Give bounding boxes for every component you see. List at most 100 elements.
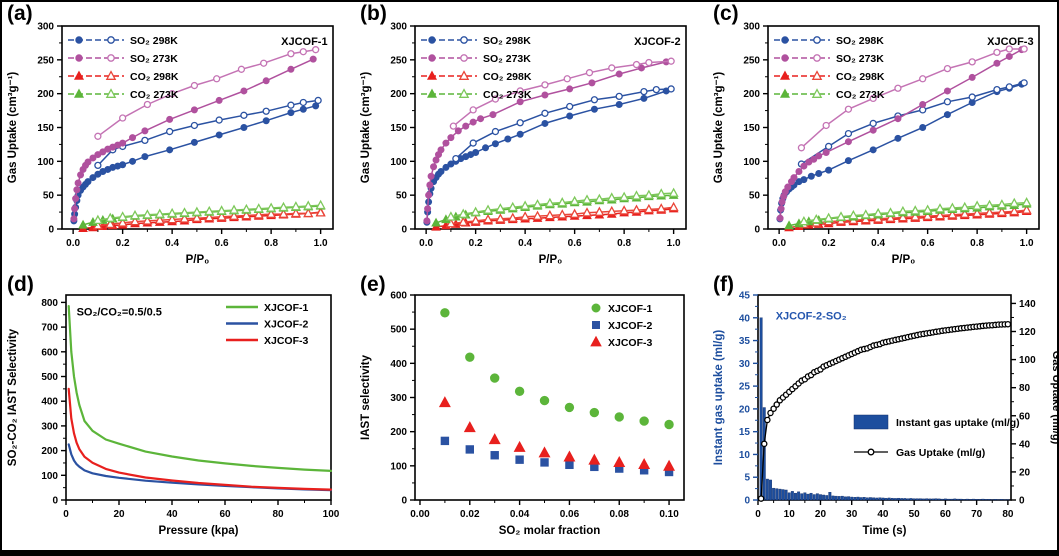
- svg-text:100: 100: [323, 509, 340, 520]
- svg-text:40: 40: [739, 313, 751, 324]
- svg-text:0.00: 0.00: [410, 509, 430, 520]
- legend: SO₂ 298K SO₂ 273K CO₂ 298K CO₂ 273K: [68, 35, 179, 101]
- svg-text:120: 120: [1019, 327, 1036, 338]
- svg-text:0: 0: [754, 225, 760, 236]
- panel-c-chart: 0.0 0.2 0.4 0.6 0.8 1.0 0 50 100 150 200 250 300 P/P₀…: [713, 22, 1040, 266]
- svg-text:1.0: 1.0: [667, 238, 681, 249]
- panel-f-chart: 0 10 20 30 40 50 60 70 80 0 5 10 15 20 25 30 35 40 45 0 20 40…: [713, 291, 1057, 538]
- svg-text:60: 60: [219, 509, 231, 520]
- svg-text:0.6: 0.6: [215, 238, 229, 249]
- series-co-273k-desorption: [798, 197, 1032, 226]
- panel-label-d: (d): [7, 273, 34, 296]
- svg-text:SO₂ 273K: SO₂ 273K: [130, 53, 178, 65]
- legend-item-so-298k: SO₂ 298K: [68, 35, 178, 47]
- series-so-298k-desorption: [797, 79, 1028, 168]
- series-so-273k-desorption: [449, 57, 675, 130]
- svg-text:Instant gas uptake (ml/g): Instant gas uptake (ml/g): [896, 417, 1020, 429]
- svg-text:60: 60: [940, 509, 952, 520]
- svg-text:100: 100: [390, 157, 407, 168]
- svg-text:250: 250: [37, 55, 54, 66]
- series-so-273k-desorption: [797, 45, 1028, 152]
- svg-text:10: 10: [739, 450, 751, 461]
- y-axis: 0 100 200 300 400 500 600: [390, 291, 415, 507]
- series-co-298k-desorption: [445, 201, 679, 228]
- annotation-xjcof-2: XJCOF-2: [634, 36, 680, 48]
- y-axis: 0 100 200 300 400 500 600 700 800: [41, 298, 66, 507]
- svg-text:100: 100: [1019, 355, 1036, 366]
- x-axis-label: P/P₀: [892, 254, 916, 266]
- svg-text:Gas Uptake (ml/g): Gas Uptake (ml/g): [896, 447, 985, 459]
- series-xjcof-3: [438, 396, 676, 471]
- svg-text:XJCOF-3: XJCOF-3: [264, 335, 309, 347]
- svg-text:20: 20: [739, 404, 751, 415]
- panel-c: (c) 0.0 0.2 0.4 0.6 0.8 1.0 0 50 100 150 200 250 300…: [708, 2, 1057, 273]
- svg-text:0.6: 0.6: [568, 238, 582, 249]
- svg-text:0.2: 0.2: [469, 238, 483, 249]
- legend: SO₂ 298K SO₂ 273K CO₂ 298K CO₂ 273K: [421, 35, 532, 101]
- y-axis: 0 50 100 150 200 250 300: [743, 22, 768, 236]
- svg-text:50: 50: [909, 509, 921, 520]
- svg-text:0.2: 0.2: [822, 238, 836, 249]
- svg-text:300: 300: [390, 22, 407, 33]
- x-axis: 0.0 0.2 0.4 0.6 0.8 1.0: [66, 229, 328, 249]
- legend-item-co-273k: CO₂ 273K: [421, 88, 532, 101]
- svg-text:15: 15: [739, 427, 751, 438]
- x-axis-label: Pressure (kpa): [159, 525, 239, 537]
- svg-text:XJCOF-2: XJCOF-2: [608, 320, 653, 332]
- svg-text:0.02: 0.02: [460, 509, 480, 520]
- svg-text:CO₂ 298K: CO₂ 298K: [483, 71, 532, 83]
- legend-item-co-298k: CO₂ 298K: [421, 70, 532, 83]
- svg-text:1.0: 1.0: [1020, 238, 1034, 249]
- panel-e-chart: 0.00 0.02 0.04 0.06 0.08 0.10 0 100 200 300 400 500…: [360, 291, 685, 537]
- svg-text:SO₂ 273K: SO₂ 273K: [836, 53, 884, 65]
- svg-text:0: 0: [63, 509, 69, 520]
- x-axis: 0 10 20 30 40 50 60 70 80: [755, 500, 1014, 520]
- panel-label-c: (c): [713, 2, 739, 25]
- legend: XJCOF-1 XJCOF-2 XJCOF-3: [226, 302, 309, 347]
- svg-text:20: 20: [815, 509, 827, 520]
- svg-text:150: 150: [743, 123, 760, 134]
- svg-text:200: 200: [41, 446, 58, 457]
- svg-text:35: 35: [739, 336, 751, 347]
- panel-b-chart: 0.0 0.2 0.4 0.6 0.8 1.0 0 50 100 150 200 250 300 P/P₀…: [360, 22, 687, 266]
- panel-label-e: (e): [360, 273, 386, 296]
- legend-item-so-273k: SO₂ 273K: [421, 53, 531, 65]
- svg-text:100: 100: [390, 461, 407, 472]
- x-axis-label: P/P₀: [186, 254, 210, 266]
- svg-text:CO₂ 298K: CO₂ 298K: [130, 71, 179, 83]
- legend-item-xjcof-2: XJCOF-2: [592, 320, 653, 332]
- svg-text:30: 30: [846, 509, 858, 520]
- svg-text:0.4: 0.4: [518, 238, 532, 249]
- series-xjcof-2: [440, 436, 674, 477]
- svg-text:SO₂ 298K: SO₂ 298K: [130, 35, 178, 47]
- legend: Instant gas uptake (ml/g) Gas Uptake (ml/…: [853, 414, 1020, 459]
- svg-text:80: 80: [272, 509, 284, 520]
- svg-text:0.06: 0.06: [560, 509, 580, 520]
- legend-item-xjcof-3: XJCOF-3: [226, 335, 309, 347]
- svg-text:600: 600: [41, 347, 58, 358]
- svg-text:SO₂ 298K: SO₂ 298K: [836, 35, 884, 47]
- svg-text:0.4: 0.4: [871, 238, 885, 249]
- svg-text:80: 80: [1002, 509, 1014, 520]
- legend-item-so-298k: SO₂ 298K: [421, 35, 531, 47]
- legend: SO₂ 298K SO₂ 273K CO₂ 298K CO₂ 273K: [774, 35, 885, 101]
- figure-bottom-row: (d) 0 20 40 60 80 100 0 100 200 300 400 500 600 700 80…: [2, 273, 1057, 544]
- svg-text:0: 0: [1019, 496, 1025, 507]
- svg-text:CO₂ 298K: CO₂ 298K: [836, 71, 885, 83]
- legend-item-so-298k: SO₂ 298K: [774, 35, 884, 47]
- svg-text:500: 500: [390, 325, 407, 336]
- series-co-273k-desorption: [92, 199, 326, 225]
- svg-text:40: 40: [166, 509, 178, 520]
- legend-item-co-273k: CO₂ 273K: [774, 88, 885, 101]
- svg-text:0.10: 0.10: [659, 509, 679, 520]
- x-axis-label: Time (s): [863, 525, 907, 537]
- panel-a: (a) 0.0 0.2 0.4 0.6 0.8 1.0 0 50 100 150 200 250 300…: [2, 2, 355, 273]
- svg-text:0.0: 0.0: [419, 238, 433, 249]
- series-so-298k-adsorption: [776, 80, 1026, 223]
- x-axis: 0.0 0.2 0.4 0.6 0.8 1.0: [772, 229, 1034, 249]
- svg-text:40: 40: [1019, 439, 1031, 450]
- legend-item-xjcof-1: XJCOF-1: [226, 302, 309, 314]
- panel-label-b: (b): [360, 2, 387, 25]
- svg-text:0.4: 0.4: [165, 238, 179, 249]
- svg-text:CO₂ 273K: CO₂ 273K: [130, 89, 179, 101]
